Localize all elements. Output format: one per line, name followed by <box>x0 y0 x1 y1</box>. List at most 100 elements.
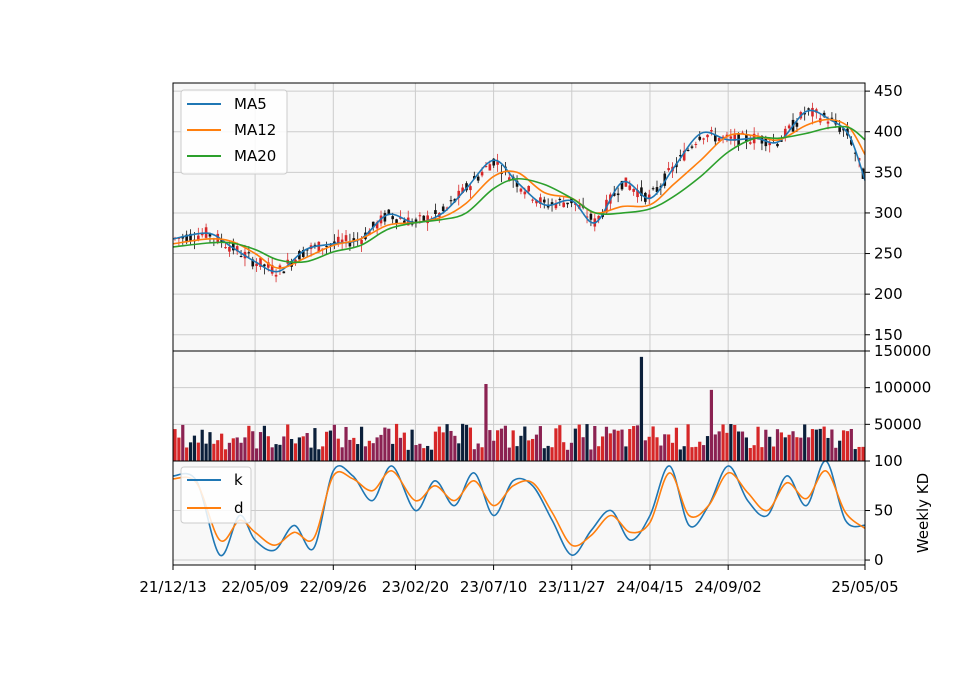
volume-bar <box>216 440 220 461</box>
candle-body <box>558 198 562 201</box>
volume-bar <box>286 424 290 461</box>
candle-body <box>270 264 274 274</box>
candle-body <box>457 190 461 198</box>
candle-body <box>449 200 453 202</box>
volume-bar <box>581 437 585 461</box>
candle-body <box>325 245 328 247</box>
volume-bar <box>371 443 375 461</box>
y-tick-label: 50 <box>874 502 893 520</box>
x-tick-label: 24/09/02 <box>694 578 761 596</box>
y-tick-label: 450 <box>874 82 903 100</box>
volume-bar <box>670 442 675 461</box>
candle-body <box>216 233 220 243</box>
candle-body <box>550 202 554 205</box>
volume-bar <box>834 447 838 461</box>
volume-bar <box>690 447 694 461</box>
candle-body <box>682 150 686 161</box>
candle-body <box>189 233 192 241</box>
volume-bar <box>406 449 410 461</box>
volume-bar <box>791 431 795 461</box>
volume-bar <box>488 430 492 461</box>
legend-label: k <box>234 471 243 489</box>
candle-body <box>426 215 429 224</box>
candle-body <box>850 139 853 145</box>
x-tick-label: 21/12/13 <box>139 578 206 596</box>
candle-body <box>679 155 682 157</box>
volume-bar <box>620 429 624 461</box>
volume-bar <box>359 426 364 461</box>
candle-body <box>368 230 371 236</box>
volume-bar <box>220 433 224 461</box>
volume-bar <box>196 442 200 461</box>
volume-bar <box>779 432 783 461</box>
candle-body <box>266 262 270 268</box>
volume-bar <box>426 445 430 461</box>
volume-bar <box>348 439 352 461</box>
candle-body <box>469 186 472 191</box>
candle-body <box>554 203 558 209</box>
volume-bar <box>317 449 321 461</box>
volume-bar <box>247 425 251 461</box>
volume-bar <box>173 429 177 461</box>
candle-body <box>628 185 632 190</box>
candle-body <box>472 176 476 179</box>
volume-bar <box>262 425 267 461</box>
candle-body <box>259 257 262 267</box>
candle-body <box>597 215 600 220</box>
volume-bar <box>597 446 601 461</box>
volume-bar <box>457 443 461 461</box>
volume-bar <box>771 446 776 461</box>
volume-bar <box>181 424 185 461</box>
volume-bar <box>783 437 787 461</box>
volume-bar <box>255 448 259 461</box>
volume-bar <box>803 424 807 461</box>
volume-bar <box>243 437 247 461</box>
candle-body <box>185 234 188 243</box>
candle-body <box>612 192 616 196</box>
candle-body <box>197 235 200 240</box>
candle-body <box>713 135 717 142</box>
volume-bars <box>173 356 865 461</box>
candle-body <box>780 140 783 142</box>
volume-bar <box>593 425 597 461</box>
volume-bar <box>616 430 620 461</box>
candle-body <box>507 177 511 182</box>
volume-bar <box>814 429 818 461</box>
candle-body <box>263 264 266 267</box>
candle-body <box>636 190 639 198</box>
kd-legend: kd <box>180 466 252 524</box>
candle-body <box>546 204 550 208</box>
volume-bar <box>733 424 737 461</box>
volume-bar <box>826 437 830 461</box>
candle-body <box>274 274 278 277</box>
volume-bar <box>290 438 294 461</box>
volume-bar <box>511 430 515 461</box>
price-legend: MA5 MA12 MA20 <box>180 89 288 175</box>
candle-body <box>527 186 531 192</box>
volume-bar <box>838 440 842 461</box>
candle-body <box>562 202 566 208</box>
volume-bar <box>422 448 426 461</box>
candle-body <box>301 250 305 257</box>
volume-bar <box>251 431 255 461</box>
volume-bar <box>278 444 282 461</box>
candle-body <box>783 128 787 139</box>
volume-bar <box>297 437 301 461</box>
candle-body <box>690 146 694 148</box>
volume-bar <box>667 434 671 461</box>
volume-bar <box>519 435 523 461</box>
candle-body <box>542 199 546 203</box>
volume-bar <box>305 433 309 461</box>
volume-bar <box>227 442 232 461</box>
volume-bar <box>258 432 263 461</box>
candle-body <box>403 220 406 223</box>
volume-bar <box>293 443 298 461</box>
volume-bar <box>476 443 480 461</box>
candle-body <box>787 125 791 129</box>
candle-body <box>842 128 845 131</box>
volume-bar <box>363 446 368 461</box>
candle-body <box>776 143 779 147</box>
volume-bar <box>313 428 317 461</box>
x-tick-label: 23/02/20 <box>382 578 449 596</box>
candle-body <box>387 209 391 214</box>
